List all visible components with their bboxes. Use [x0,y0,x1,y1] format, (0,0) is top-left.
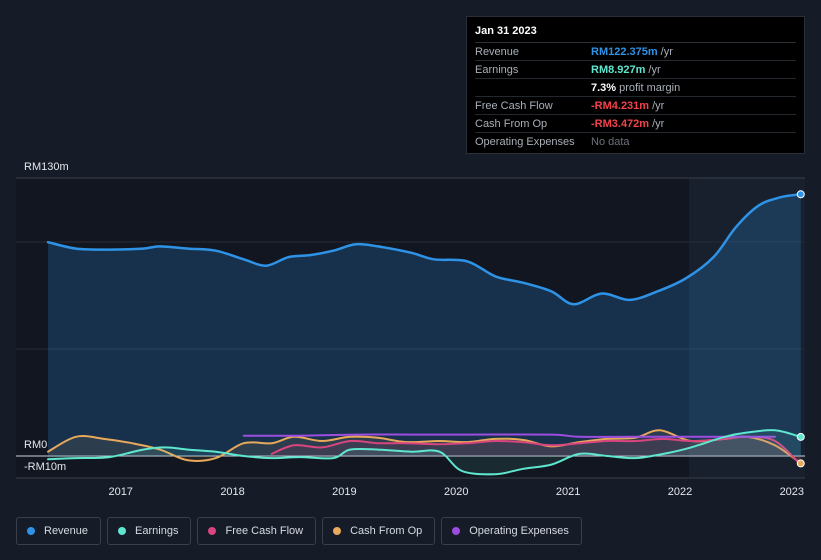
x-tick-2020: 2020 [444,486,468,498]
legend-dot-icon [333,527,342,535]
forecast-region [688,178,805,478]
legend-label: Earnings [135,525,179,537]
legend-item-free-cash-flow[interactable]: Free Cash Flow [197,517,317,545]
chart-legend: Revenue Earnings Free Cash Flow Cash From O… [16,517,582,545]
legend-dot-icon [452,527,461,535]
tooltip-value-fcf: -RM4.231m [591,99,650,112]
tooltip-row-earnings: Earnings RM8.927m /yr [475,61,796,79]
earnings-line [47,429,802,476]
tooltip-row-revenue: Revenue RM122.375m /yr [475,43,796,61]
tooltip-date: Jan 31 2023 [475,25,796,43]
x-tick-2022: 2022 [668,486,692,498]
plot-background [16,178,805,478]
tooltip-label-fcf: Free Cash Flow [475,99,553,112]
data-tooltip: Jan 31 2023 Revenue RM122.375m /yr Earni… [466,16,805,154]
tooltip-unit-revenue: /yr [660,45,673,58]
legend-item-cash-from-op[interactable]: Cash From Op [322,517,436,545]
tooltip-unit-cfo: /yr [652,117,665,130]
tooltip-margin-value: 7.3% [591,81,617,94]
fcf-line [270,435,802,466]
opex-line [242,433,776,438]
legend-dot-icon [208,527,217,535]
legend-label: Free Cash Flow [225,525,304,537]
x-tick-2018: 2018 [220,486,244,498]
x-tick-2023: 2023 [780,486,804,498]
tooltip-label-opex: Operating Expenses [475,135,575,148]
legend-label: Cash From Op [350,525,423,537]
tooltip-value-opex: No data [591,135,630,148]
tooltip-label-cfo: Cash From Op [475,117,548,130]
legend-item-earnings[interactable]: Earnings [107,517,192,545]
earnings-end-marker [796,432,805,441]
y-axis-bottom-label: -RM10m [24,461,66,473]
legend-label: Revenue [44,525,89,537]
tooltip-row-fcf: Free Cash Flow -RM4.231m /yr [475,97,796,115]
revenue-area [48,194,801,457]
x-tick-2021: 2021 [556,486,580,498]
x-tick-2017: 2017 [108,486,132,498]
x-tick-2019: 2019 [332,486,356,498]
tooltip-label-revenue: Revenue [475,45,520,58]
tooltip-row-cfo: Cash From Op -RM3.472m /yr [475,115,796,133]
tooltip-row-opex: Operating Expenses No data [475,133,796,150]
cfo-line [47,429,802,465]
tooltip-margin-text: profit margin [619,81,681,94]
tooltip-unit-earnings: /yr [648,63,661,76]
earnings-area [48,430,801,475]
tooltip-label-earnings: Earnings [475,63,519,76]
tooltip-value-cfo: -RM3.472m [591,117,650,130]
legend-dot-icon [27,527,35,535]
series-layer [46,190,805,476]
legend-dot-icon [118,527,127,535]
tooltip-value-earnings: RM8.927m [591,63,646,76]
revenue-end-marker [796,190,805,199]
tooltip-unit-fcf: /yr [652,99,665,112]
cfo-end-marker [796,459,805,468]
legend-label: Operating Expenses [469,525,569,537]
x-axis-ticks: 2017 2018 2019 2020 2021 2022 2023 [108,486,804,498]
revenue-line [46,193,803,306]
legend-item-operating-expenses[interactable]: Operating Expenses [441,517,582,545]
y-axis-top-label: RM130m [24,161,69,173]
tooltip-row-margin: 7.3% profit margin [475,79,796,97]
tooltip-value-revenue: RM122.375m [591,45,658,58]
legend-item-revenue[interactable]: Revenue [16,517,102,545]
y-axis-zero-label: RM0 [24,439,47,451]
